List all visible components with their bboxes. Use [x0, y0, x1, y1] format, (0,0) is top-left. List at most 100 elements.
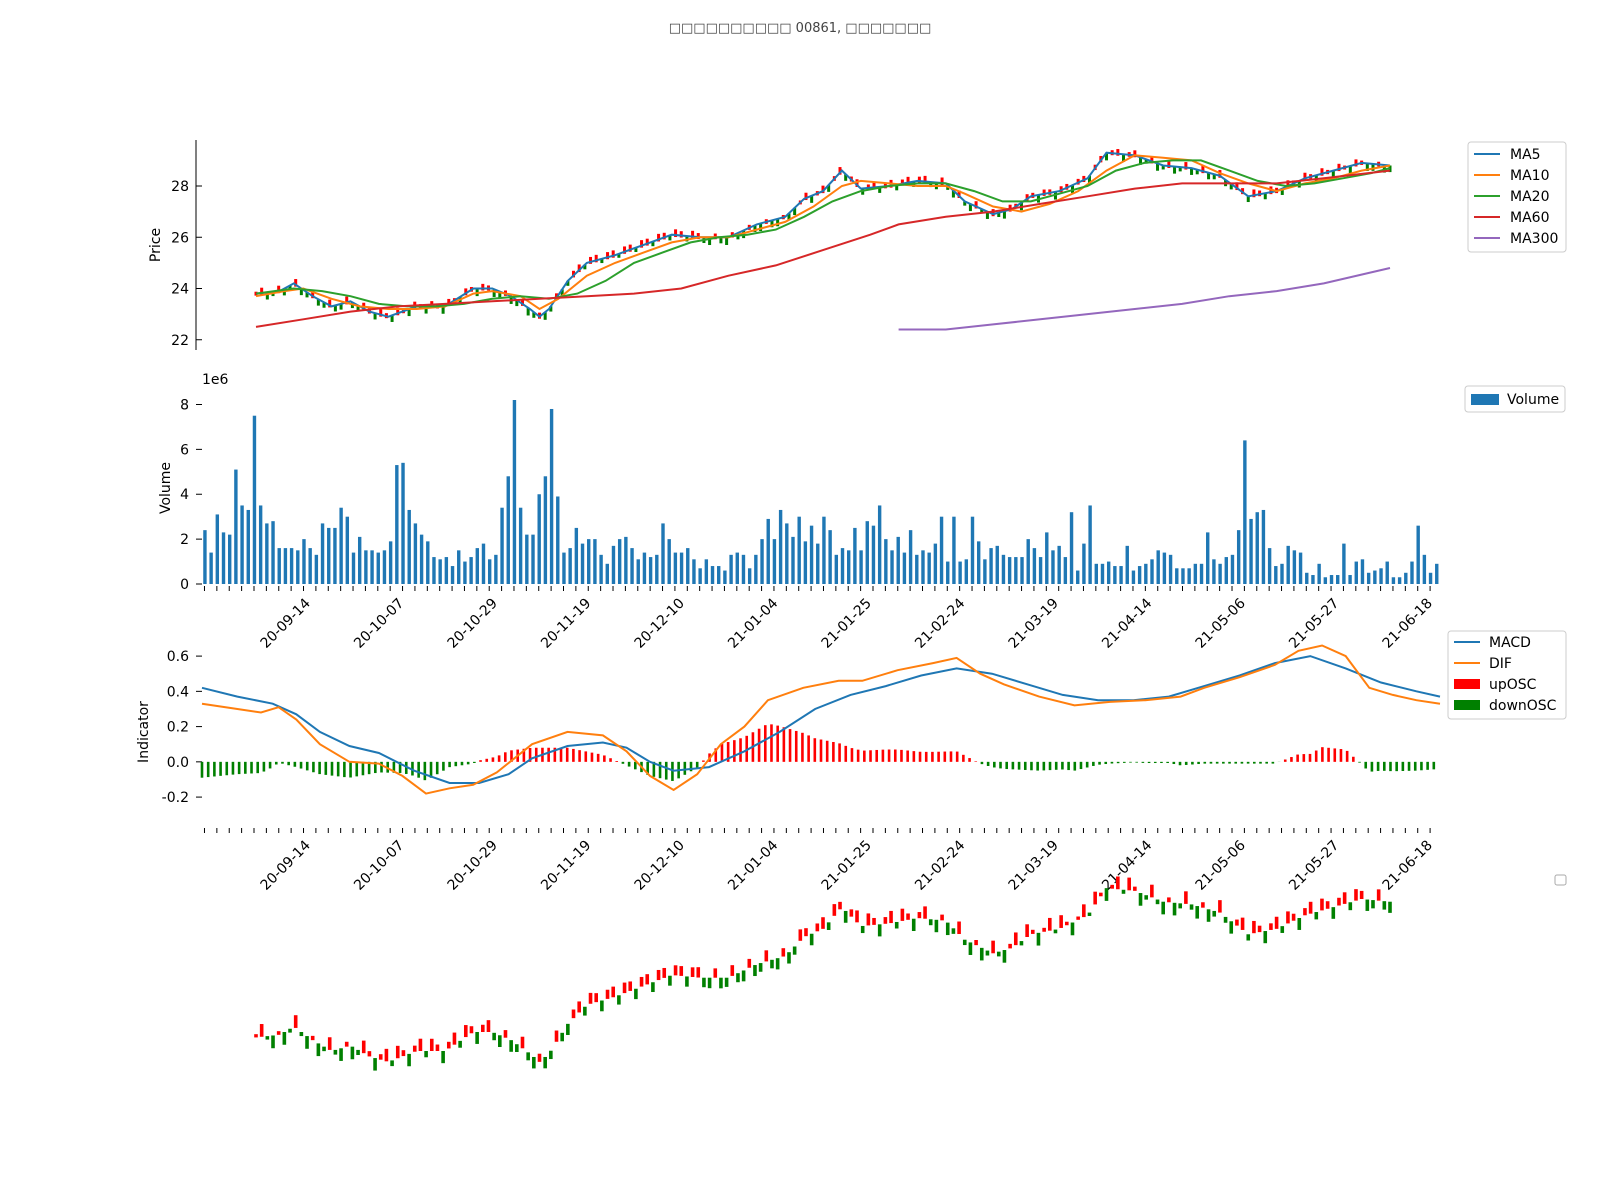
volume-bar — [1243, 440, 1247, 584]
osc-bar-up — [1308, 753, 1312, 762]
osc-bar-down — [1240, 761, 1244, 764]
osc-bar-down — [1382, 761, 1386, 771]
volume-bar — [320, 523, 325, 584]
volume-bar — [710, 566, 715, 584]
osc-bar-down — [1054, 761, 1058, 770]
volume-bar — [599, 554, 603, 584]
bottom-candle — [554, 1030, 559, 1042]
volume-bar — [686, 548, 690, 584]
price-candle — [804, 192, 808, 201]
volume-bar — [611, 545, 616, 584]
bottom-candle — [781, 948, 786, 957]
osc-bar-down — [200, 761, 204, 778]
volume-bar — [648, 557, 653, 584]
bottom-candle — [951, 928, 956, 934]
price-candle — [1246, 196, 1250, 203]
bottom-candle — [605, 989, 610, 999]
volume-xtick-label: 21-04-14 — [1099, 595, 1155, 651]
volume-bar — [1199, 563, 1204, 584]
bottom-candle — [265, 1036, 270, 1040]
volume-bar — [333, 527, 337, 584]
osc-bar-down — [398, 761, 402, 773]
price-candle — [770, 220, 774, 228]
volume-bar — [308, 548, 312, 584]
price-candle — [719, 237, 723, 244]
price-candle — [328, 299, 332, 308]
bottom-candle — [481, 1024, 485, 1032]
indicator-x-ticks: 20-09-14 20-10-07 20-10-29 20-11-19 20-12-10… — [203, 828, 1436, 894]
bottom-candle — [435, 1044, 440, 1051]
volume-bar — [215, 514, 220, 584]
volume-bar — [809, 525, 814, 584]
osc-bar-down — [404, 761, 408, 774]
bottom-candle — [1099, 892, 1103, 897]
osc-bar-down — [1259, 761, 1262, 764]
osc-bar-up — [528, 747, 532, 762]
volume-bar — [946, 561, 950, 584]
bottom-candle — [645, 974, 650, 985]
volume-ytick-label: 2 — [180, 532, 189, 548]
bottom-candle — [356, 1049, 360, 1056]
price-candle — [441, 306, 445, 314]
volume-bar — [989, 548, 993, 584]
volume-bar — [1001, 554, 1006, 584]
price-candle — [623, 246, 627, 254]
price-candle — [1178, 167, 1182, 172]
osc-bar-up — [714, 748, 718, 762]
bottom-candle — [1155, 899, 1160, 905]
osc-bar-down — [361, 761, 365, 776]
osc-bar-up — [863, 750, 866, 762]
osc-bar-up — [955, 751, 959, 762]
bottom-candle — [832, 904, 837, 916]
osc-bar-down — [324, 761, 328, 775]
bottom-candle — [1008, 943, 1012, 949]
bottom-candle — [1359, 890, 1364, 899]
osc-bar-down — [1141, 761, 1145, 763]
price-candle — [492, 289, 496, 297]
price-candle — [1133, 150, 1137, 158]
indicator-xtick-label: 20-10-29 — [445, 838, 501, 894]
price-candle — [305, 292, 309, 298]
price-candle — [549, 306, 553, 312]
bottom-candle — [367, 1051, 372, 1057]
indicator-lines — [201, 644, 1441, 795]
osc-bar-down — [986, 761, 990, 766]
bottom-candle — [452, 1032, 457, 1045]
bottom-candle — [1161, 901, 1165, 915]
osc-bar-down — [423, 761, 427, 781]
price-candle — [1348, 166, 1352, 174]
bottom-candle — [611, 986, 616, 998]
volume-xtick-label: 20-10-07 — [351, 596, 407, 652]
indicator-xtick-label: 21-05-27 — [1286, 838, 1342, 894]
price-candle — [447, 298, 451, 307]
volume-bar — [283, 548, 288, 584]
volume-bar — [1137, 566, 1142, 584]
volume-bar — [1082, 543, 1086, 584]
price-ylabel: Price — [148, 228, 164, 262]
osc-bar-up — [825, 740, 829, 762]
legend-volume: Volume — [1507, 392, 1559, 408]
volume-bar — [1336, 575, 1340, 584]
osc-bar-down — [1048, 761, 1052, 771]
bottom-candle — [520, 1036, 525, 1049]
osc-bar-down — [1197, 761, 1200, 765]
osc-bar-down — [1370, 761, 1374, 772]
volume-bar — [1131, 570, 1136, 584]
bottom-candle — [543, 1056, 547, 1069]
price-candle — [776, 218, 780, 227]
bottom-candle — [996, 951, 1001, 957]
volume-bar — [407, 509, 411, 584]
osc-bar-up — [497, 755, 501, 762]
indicator-legend: MACD DIF upOSC downOSC — [1447, 630, 1567, 720]
price-candles — [254, 149, 1392, 322]
volume-bar — [289, 548, 294, 584]
volume-bar — [816, 543, 820, 584]
price-candle — [311, 290, 315, 299]
price-panel: Price 22 24 26 28 MA5 MA10 MA20 MA60 MA300 — [148, 140, 1567, 350]
volume-bar — [1032, 548, 1037, 584]
volume-xtick-label: 20-12-10 — [632, 596, 688, 652]
price-candle — [390, 315, 394, 322]
price-candle — [679, 231, 683, 238]
osc-bar-down — [1426, 761, 1429, 770]
osc-bar-down — [1017, 761, 1021, 770]
